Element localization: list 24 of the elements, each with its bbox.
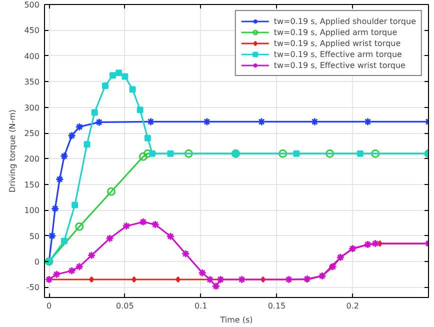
y-tick-label: 250 [24,129,40,138]
legend-label: tw=0.19 s, Applied arm torque [274,27,398,37]
x-axis-title: Time (s) [219,316,253,324]
y-tick-label: 450 [24,26,40,36]
y-tick-label: 200 [24,154,40,164]
legend-label: tw=0.19 s, Effective arm torque [274,49,402,59]
legend-label: tw=0.19 s, Effective wrist torque [274,60,406,70]
y-tick-label: 500 [24,0,40,10]
y-tick-label: 400 [24,52,40,61]
y-tick-label: 350 [24,78,40,87]
x-tick-label: 0.2 [346,302,359,310]
x-tick-label: 0.15 [268,302,286,310]
legend-label: tw=0.19 s, Applied wrist torque [274,38,401,48]
y-tick-label: -50 [26,283,40,292]
y-tick-label: 50 [29,232,40,241]
y-tick-label: 100 [24,206,40,216]
x-tick-label: 0.1 [194,302,208,310]
legend-label: tw=0.19 s, Applied shoulder torque [274,16,416,26]
y-tick-label: 0 [34,258,40,267]
x-tick-label: 0.05 [116,302,134,310]
y-tick-label: 150 [24,180,40,190]
y-tick-label: 300 [24,103,40,112]
x-tick-label: 0 [46,302,52,310]
y-axis-title: Driving torque (N-m) [8,109,18,193]
